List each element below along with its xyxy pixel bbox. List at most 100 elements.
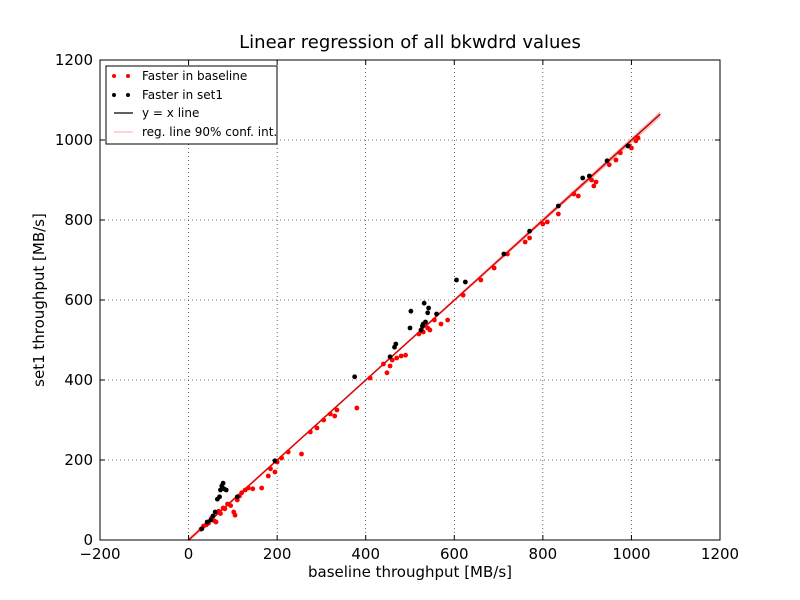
legend-marker-baseline [126, 74, 130, 78]
point-faster-in-set1 [425, 310, 431, 316]
point-faster-in-baseline [307, 429, 313, 435]
y-tick-label: 1200 [55, 51, 93, 69]
point-faster-in-set1 [434, 311, 439, 317]
point-faster-in-baseline [491, 265, 497, 271]
point-faster-in-set1 [223, 487, 229, 493]
legend-label-set1: Faster in set1 [142, 88, 223, 102]
point-faster-in-baseline [334, 407, 340, 413]
point-faster-in-baseline [268, 466, 273, 472]
point-faster-in-baseline [250, 486, 256, 492]
point-faster-in-set1 [393, 341, 399, 347]
point-faster-in-baseline [232, 512, 238, 518]
data-points [198, 135, 641, 532]
point-faster-in-set1 [208, 517, 214, 523]
x-axis-label: baseline throughput [MB/s] [308, 563, 512, 581]
point-faster-in-baseline [285, 449, 291, 455]
point-faster-in-baseline [571, 191, 577, 197]
y-tick-label: 200 [64, 451, 93, 469]
point-faster-in-baseline [279, 455, 284, 461]
point-faster-in-baseline [381, 361, 386, 367]
y-tick-label: 400 [64, 371, 93, 389]
point-faster-in-baseline [245, 485, 251, 491]
point-faster-in-baseline [522, 239, 528, 245]
legend-marker-set1 [112, 93, 116, 97]
point-faster-in-baseline [431, 317, 437, 323]
point-faster-in-baseline [213, 519, 219, 525]
point-faster-in-baseline [575, 193, 581, 199]
y-tick-label: 600 [64, 291, 93, 309]
point-faster-in-baseline [259, 485, 265, 491]
y-axis-label: set1 throughput [MB/s] [30, 213, 48, 387]
point-faster-in-baseline [398, 353, 404, 359]
point-faster-in-baseline [505, 251, 510, 257]
point-faster-in-baseline [593, 179, 599, 185]
point-faster-in-set1 [527, 228, 532, 234]
point-faster-in-baseline [416, 331, 422, 337]
point-faster-in-set1 [352, 374, 358, 380]
legend-box [105, 65, 278, 145]
point-faster-in-baseline [354, 405, 360, 411]
point-faster-in-baseline [589, 177, 594, 183]
x-tick-label: 800 [529, 545, 558, 563]
point-faster-in-baseline [427, 327, 433, 333]
point-faster-in-set1 [555, 203, 561, 209]
point-faster-in-baseline [299, 451, 304, 457]
y-tick-label: 1000 [55, 131, 93, 149]
point-faster-in-baseline [527, 235, 532, 241]
point-faster-in-set1 [220, 480, 226, 486]
point-faster-in-baseline [445, 317, 451, 323]
point-faster-in-baseline [239, 490, 245, 496]
point-faster-in-baseline [403, 352, 408, 358]
point-faster-in-set1 [217, 494, 222, 500]
point-faster-in-baseline [314, 425, 320, 431]
point-faster-in-set1 [272, 458, 278, 464]
x-tick-label: 600 [440, 545, 469, 563]
point-faster-in-set1 [234, 494, 240, 500]
point-faster-in-set1 [418, 327, 424, 333]
point-faster-in-set1 [586, 173, 592, 179]
point-faster-in-set1 [421, 300, 427, 306]
point-faster-in-set1 [501, 251, 507, 257]
point-faster-in-baseline [613, 157, 619, 163]
point-faster-in-baseline [540, 221, 546, 227]
point-faster-in-set1 [454, 277, 459, 283]
point-faster-in-baseline [367, 375, 373, 381]
point-faster-in-baseline [591, 183, 597, 189]
point-faster-in-set1 [212, 509, 218, 515]
point-faster-in-set1 [407, 325, 413, 331]
legend-label-baseline: Faster in baseline [142, 69, 247, 83]
point-faster-in-baseline [321, 417, 327, 423]
axis-ticks: −200 0 200 400 600 800 1000 1200020040060080010… [55, 51, 739, 563]
legend-label-identity: y = x line [142, 106, 199, 120]
x-tick-label: 1000 [612, 545, 650, 563]
y-tick-label: 0 [83, 531, 93, 549]
y-tick-label: 800 [64, 211, 93, 229]
legend-marker-set1 [126, 93, 130, 97]
point-faster-in-baseline [222, 506, 228, 512]
point-faster-in-set1 [204, 519, 210, 525]
point-faster-in-baseline [384, 370, 390, 376]
point-faster-in-set1 [604, 158, 610, 164]
point-faster-in-set1 [462, 279, 468, 285]
x-tick-label: 1200 [701, 545, 739, 563]
point-faster-in-set1 [408, 308, 414, 314]
point-faster-in-set1 [210, 513, 216, 519]
point-faster-in-set1 [387, 354, 393, 360]
point-faster-in-baseline [606, 162, 612, 168]
point-faster-in-baseline [218, 511, 223, 516]
point-faster-in-set1 [423, 319, 428, 325]
point-faster-in-baseline [460, 292, 466, 298]
point-faster-in-baseline [228, 503, 234, 508]
point-faster-in-baseline [272, 469, 278, 475]
x-tick-label: 200 [263, 545, 292, 563]
point-faster-in-baseline [617, 150, 623, 156]
point-faster-in-baseline [478, 277, 484, 283]
point-faster-in-baseline [555, 211, 561, 217]
x-tick-label: 0 [184, 545, 194, 563]
point-faster-in-baseline [394, 355, 400, 361]
legend-label-confidence: reg. line 90% conf. int. [142, 125, 277, 139]
point-faster-in-baseline [327, 411, 333, 417]
point-faster-in-baseline [438, 321, 444, 327]
point-faster-in-baseline [332, 413, 338, 419]
